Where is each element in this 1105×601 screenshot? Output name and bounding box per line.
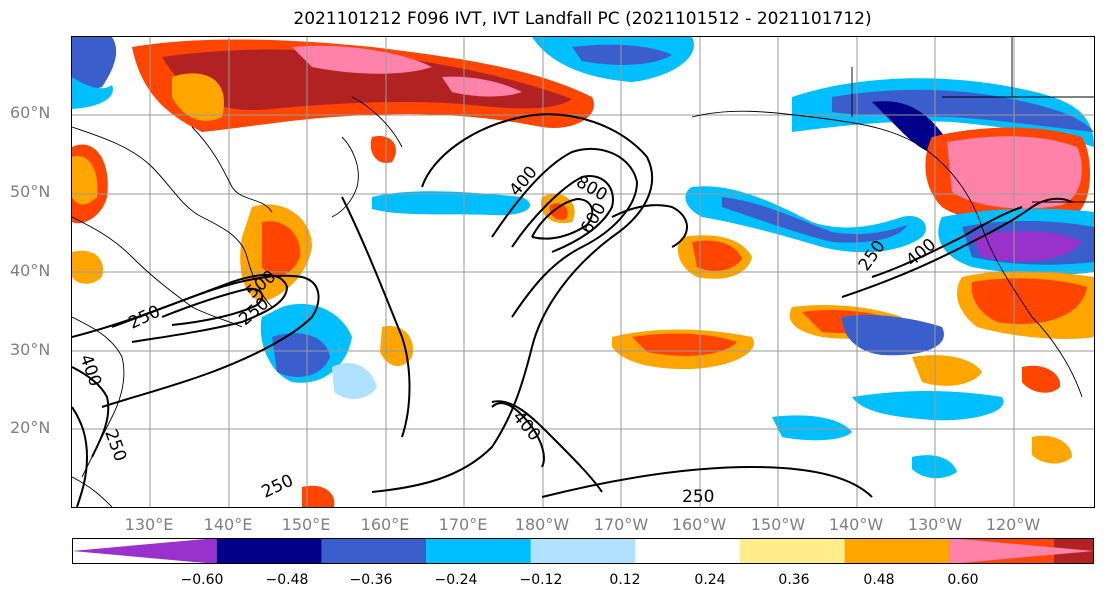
- colorbar-tick: −0.24: [434, 572, 478, 588]
- ivt-contours: [72, 113, 1073, 507]
- colorbar-tick: 0.48: [863, 572, 895, 588]
- contour-label: 400: [506, 162, 542, 200]
- lon-label: 170°W: [593, 515, 649, 534]
- colorbar-segment: [216, 538, 322, 564]
- contour-label: 400: [75, 352, 105, 389]
- lon-label: 130°W: [907, 515, 963, 534]
- lon-label: 170°E: [438, 515, 488, 534]
- colorbar-segment: [72, 538, 217, 564]
- colorbar-tick: 0.12: [609, 572, 641, 588]
- colorbar-tick: −0.48: [265, 572, 309, 588]
- colorbar-tick: 0.60: [947, 572, 979, 588]
- lat-label: 60°N: [10, 103, 51, 122]
- colorbar-segment: [530, 538, 636, 564]
- colorbar-tick: −0.12: [519, 572, 563, 588]
- lon-label: 140°W: [828, 515, 884, 534]
- colorbar-segment: [844, 538, 950, 564]
- colorbar-tick: −0.36: [349, 572, 393, 588]
- map-panel: 400 800 600 250 500 250 400 400 250 250 …: [72, 37, 1094, 507]
- contour-label: 250: [126, 302, 164, 334]
- contour-label: 250: [682, 487, 714, 507]
- lon-label: 130°E: [124, 515, 174, 534]
- lon-label: 160°W: [671, 515, 727, 534]
- map-svg: 400 800 600 250 500 250 400 400 250 250 …: [72, 37, 1094, 507]
- lon-label: 150°E: [281, 515, 331, 534]
- contour-label: 250: [259, 471, 297, 503]
- colorbar-tick: 0.24: [694, 572, 726, 588]
- lat-label: 40°N: [10, 261, 51, 280]
- colorbar-tick: 0.36: [778, 572, 810, 588]
- lon-label: 150°W: [750, 515, 806, 534]
- graticule: [72, 37, 1094, 507]
- colorbar-segment: [949, 538, 1094, 564]
- lat-label: 30°N: [10, 340, 51, 359]
- colorbar: [72, 538, 1094, 564]
- colorbar-segment: [635, 538, 741, 564]
- ivt-shading: [72, 37, 1094, 507]
- lon-label: 120°W: [985, 515, 1041, 534]
- lat-label: 20°N: [10, 418, 51, 437]
- colorbar-tick: −0.60: [180, 572, 224, 588]
- map-title: 2021101212 F096 IVT, IVT Landfall PC (20…: [293, 9, 872, 29]
- contour-label: 250: [100, 427, 130, 464]
- colorbar-segment: [321, 538, 427, 564]
- lon-label: 180°W: [514, 515, 570, 534]
- lon-label: 140°E: [203, 515, 253, 534]
- lat-label: 50°N: [10, 182, 51, 201]
- lon-label: 160°E: [360, 515, 410, 534]
- colorbar-segment: [740, 538, 846, 564]
- colorbar-segments: [72, 538, 1094, 564]
- colorbar-segment: [426, 538, 532, 564]
